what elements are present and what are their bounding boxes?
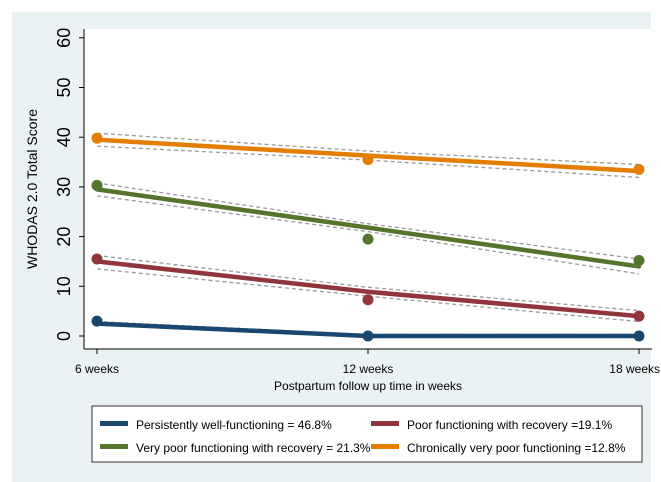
fitted-line xyxy=(94,187,642,269)
ci-lower-line xyxy=(96,195,640,275)
legend-label: Very poor functioning with recovery = 21… xyxy=(136,441,371,455)
y-tick-label: 30 xyxy=(54,177,74,197)
y-tick-label: 20 xyxy=(54,227,74,247)
legend-label: Chronically very poor functioning =12.8% xyxy=(407,441,626,455)
legend-label: Persistently well-functioning = 46.8% xyxy=(136,418,332,432)
data-point xyxy=(633,310,645,322)
x-tick-label: 18 weeks xyxy=(609,362,660,376)
ci-upper-line xyxy=(96,182,640,260)
legend-label: Poor functioning with recovery =19.1% xyxy=(407,418,612,432)
y-tick-label: 40 xyxy=(54,127,74,147)
legend-box xyxy=(91,405,643,463)
legend-swatch xyxy=(100,421,128,426)
legend: Persistently well-functioning = 46.8% Poo… xyxy=(91,405,643,463)
y-tick-label: 50 xyxy=(54,77,74,97)
legend-swatch xyxy=(100,444,128,449)
y-tick-label: 0 xyxy=(54,331,74,341)
legend-swatch xyxy=(371,421,399,426)
y-tick-label: 10 xyxy=(54,276,74,296)
data-point xyxy=(633,330,645,342)
data-point xyxy=(91,253,103,265)
y-axis-title: WHODAS 2.0 Total Score xyxy=(24,109,40,269)
x-axis-title: Postpartum follow up time in weeks xyxy=(274,379,462,393)
data-point xyxy=(633,254,645,266)
data-point xyxy=(91,179,103,191)
data-point xyxy=(362,330,374,342)
data-point xyxy=(91,315,103,327)
x-tick-label: 12 weeks xyxy=(343,362,394,376)
fitted-line xyxy=(94,259,642,319)
axis-group: 0 10 20 30 40 50 60 6 weeks 12 weeks 18 weeks xyxy=(54,28,660,376)
x-tick-label: 6 weeks xyxy=(75,362,119,376)
observed-points xyxy=(91,132,645,342)
y-tick-label: 60 xyxy=(54,28,74,48)
data-point xyxy=(362,233,374,245)
data-point xyxy=(362,294,374,306)
data-point xyxy=(91,132,103,144)
data-point xyxy=(362,154,374,166)
legend-swatch xyxy=(371,444,399,449)
data-point xyxy=(633,164,645,176)
